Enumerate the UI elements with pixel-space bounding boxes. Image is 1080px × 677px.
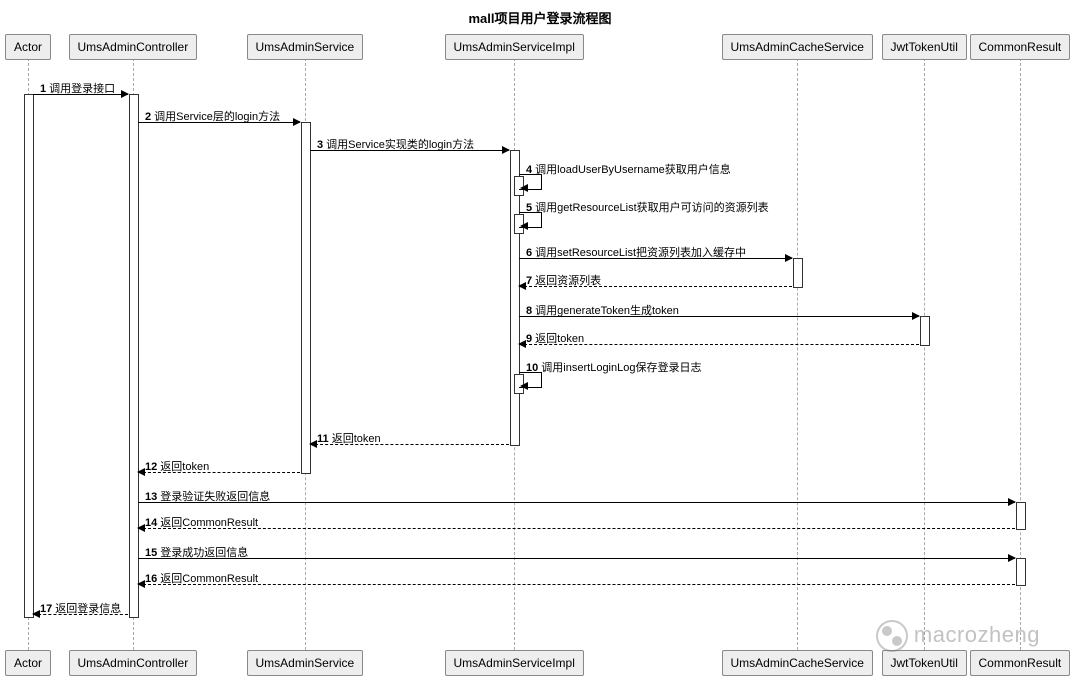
message-label: 4 调用loadUserByUsername获取用户信息 <box>526 161 731 177</box>
message-arrow <box>519 258 792 259</box>
participant-box: UmsAdminController <box>69 34 198 60</box>
message-arrow <box>310 150 509 151</box>
message-arrow <box>138 584 1015 585</box>
message-arrow <box>138 528 1015 529</box>
message-label: 10 调用insertLoginLog保存登录日志 <box>526 359 701 375</box>
participant-box: UmsAdminServiceImpl <box>445 650 584 676</box>
arrow-head-icon <box>137 524 145 532</box>
wechat-icon <box>876 620 908 652</box>
activation-bar <box>1016 558 1026 586</box>
arrow-head-icon <box>518 340 526 348</box>
activation-bar <box>301 122 311 474</box>
message-label: 5 调用getResourceList获取用户可访问的资源列表 <box>526 199 769 215</box>
participant-box: UmsAdminController <box>69 650 198 676</box>
arrow-head-icon <box>520 382 528 390</box>
message-arrow <box>310 444 509 445</box>
message-arrow <box>33 94 128 95</box>
arrow-head-icon <box>137 580 145 588</box>
diagram-title: mall项目用户登录流程图 <box>0 8 1080 27</box>
arrow-head-icon <box>518 282 526 290</box>
participant-box: UmsAdminServiceImpl <box>445 34 584 60</box>
message-arrow <box>519 286 792 287</box>
arrow-head-icon <box>502 146 510 154</box>
lifeline <box>797 58 798 650</box>
message-arrow <box>138 502 1015 503</box>
participant-box: UmsAdminCacheService <box>722 34 873 60</box>
participant-box: UmsAdminService <box>247 650 364 676</box>
activation-bar <box>24 94 34 618</box>
arrow-head-icon <box>785 254 793 262</box>
participant-box: JwtTokenUtil <box>882 34 967 60</box>
arrow-head-icon <box>1008 554 1016 562</box>
message-arrow <box>138 558 1015 559</box>
message-arrow <box>33 614 128 615</box>
activation-bar <box>1016 502 1026 530</box>
arrow-head-icon <box>309 440 317 448</box>
arrow-head-icon <box>121 90 129 98</box>
participant-box: UmsAdminCacheService <box>722 650 873 676</box>
lifeline <box>924 58 925 650</box>
participant-box: Actor <box>5 650 51 676</box>
arrow-head-icon <box>912 312 920 320</box>
message-arrow <box>138 472 300 473</box>
arrow-head-icon <box>32 610 40 618</box>
arrow-head-icon <box>1008 498 1016 506</box>
participant-box: CommonResult <box>970 650 1071 676</box>
participant-box: UmsAdminService <box>247 34 364 60</box>
arrow-head-icon <box>293 118 301 126</box>
participant-box: Actor <box>5 34 51 60</box>
arrow-head-icon <box>137 468 145 476</box>
message-arrow <box>138 122 300 123</box>
watermark: macrozheng <box>876 620 1040 652</box>
activation-bar <box>129 94 139 618</box>
activation-bar <box>920 316 930 346</box>
message-arrow <box>519 344 919 345</box>
participant-box: JwtTokenUtil <box>882 650 967 676</box>
arrow-head-icon <box>520 184 528 192</box>
participant-box: CommonResult <box>970 34 1071 60</box>
arrow-head-icon <box>520 222 528 230</box>
activation-bar <box>793 258 803 288</box>
message-arrow <box>519 316 919 317</box>
